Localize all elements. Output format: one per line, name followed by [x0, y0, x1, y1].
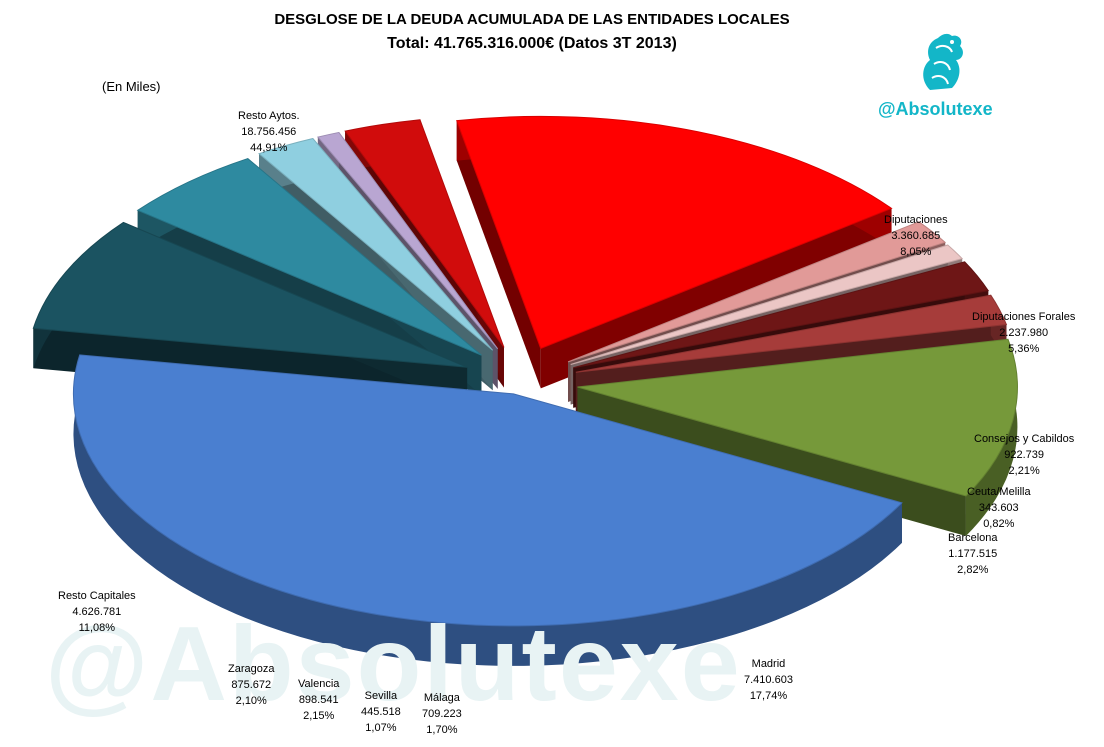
slice-label-value: 4.626.781	[72, 606, 122, 618]
slice-top	[136, 157, 482, 356]
slice-label-name: Consejos y Cabildos	[974, 433, 1075, 445]
slice-top	[573, 261, 990, 369]
slice-label-name: Diputaciones	[884, 214, 948, 226]
units-note: (En Miles)	[102, 79, 161, 94]
slice-label-name: Barcelona	[948, 532, 998, 544]
slice-label-consejos-cabildos: Consejos y Cabildos 922.739 2,21%	[974, 431, 1074, 479]
slice-label-value: 3.360.685	[891, 230, 941, 242]
slice-label-value: 709.223	[422, 708, 462, 720]
slice-label-value: 445.518	[361, 706, 401, 718]
slice-label-pct: 2,10%	[235, 695, 267, 707]
slice-label-resto-capitales: Resto Capitales 4.626.781 11,08%	[58, 588, 136, 636]
slice-label-name: Málaga	[423, 692, 460, 704]
slice-label-value: 875.672	[231, 679, 272, 691]
slice-label-pct: 5,36%	[1008, 343, 1040, 355]
slice-label-pct: 1,70%	[426, 724, 458, 736]
pie-slice-resto-aytos-	[72, 354, 903, 666]
slice-label-value: 7.410.603	[744, 674, 793, 686]
slice-label-value: 18.756.456	[241, 126, 297, 138]
slice-top	[575, 294, 1008, 373]
slice-label-malaga: Málaga 709.223 1,70%	[422, 690, 462, 738]
slice-top	[72, 354, 903, 627]
slice-top	[344, 119, 505, 348]
slice-label-name: Sevilla	[364, 690, 398, 702]
slice-label-pct: 8,05%	[900, 246, 932, 258]
slice-label-pct: 0,82%	[983, 518, 1015, 530]
slice-label-name: Zaragoza	[228, 663, 275, 675]
slice-label-value: 922.739	[1004, 449, 1045, 461]
slice-label-pct: 17,74%	[749, 690, 788, 702]
pie-slice-madrid	[456, 115, 893, 389]
slice-label-pct: 2,82%	[957, 564, 989, 576]
watermark-text: @Absolutexe	[45, 605, 742, 723]
slice-top	[316, 131, 499, 350]
slice-label-pct: 2,15%	[303, 710, 335, 722]
slice-top	[258, 137, 494, 351]
slice-label-value: 2.237.980	[999, 327, 1049, 339]
slice-label-pct: 44,91%	[250, 142, 288, 154]
slice-label-zaragoza: Zaragoza 875.672 2,10%	[228, 661, 274, 709]
slice-label-ceuta-melilla: Ceuta/Melilla 343.603 0,82%	[967, 484, 1031, 532]
slice-label-name: Resto Capitales	[58, 590, 136, 602]
slice-label-name: Madrid	[751, 658, 786, 670]
slice-label-name: Ceuta/Melilla	[967, 486, 1031, 498]
slice-label-value: 1.177.515	[948, 548, 998, 560]
slice-label-sevilla: Sevilla 445.518 1,07%	[361, 688, 401, 736]
slice-top	[570, 244, 964, 365]
slice-label-value: 898.541	[298, 694, 339, 706]
griffin-logo-icon	[923, 33, 963, 90]
slice-label-valencia: Valencia 898.541 2,15%	[298, 676, 339, 724]
slice-label-value: 343.603	[978, 502, 1019, 514]
slice-label-pct: 1,07%	[365, 722, 397, 734]
slice-label-pct: 2,21%	[1008, 465, 1040, 477]
slice-label-diputaciones-forales: Diputaciones Forales 2.237.980 5,36%	[972, 309, 1075, 357]
slice-label-resto-aytos: Resto Aytos. 18.756.456 44,91%	[238, 108, 300, 156]
brand-handle: @Absolutexe	[878, 99, 993, 119]
slice-side-wall	[456, 120, 541, 389]
slice-top	[32, 221, 468, 368]
chart-title: DESGLOSE DE LA DEUDA ACUMULADA DE LAS EN…	[274, 11, 790, 28]
slice-label-name: Diputaciones Forales	[972, 311, 1076, 323]
slice-label-barcelona: Barcelona 1.177.515 2,82%	[948, 530, 998, 578]
slice-top	[567, 221, 947, 363]
slice-label-madrid: Madrid 7.410.603 17,74%	[744, 656, 793, 704]
slice-label-diputaciones: Diputaciones 3.360.685 8,05%	[884, 212, 948, 260]
slice-label-name: Valencia	[298, 678, 340, 690]
slice-label-name: Resto Aytos.	[238, 110, 300, 122]
slice-top	[577, 338, 1018, 497]
slice-label-pct: 11,08%	[78, 622, 116, 634]
chart-subtitle: Total: 41.765.316.000€ (Datos 3T 2013)	[387, 35, 677, 52]
slice-top	[456, 115, 893, 350]
slice-rim	[965, 339, 1018, 536]
